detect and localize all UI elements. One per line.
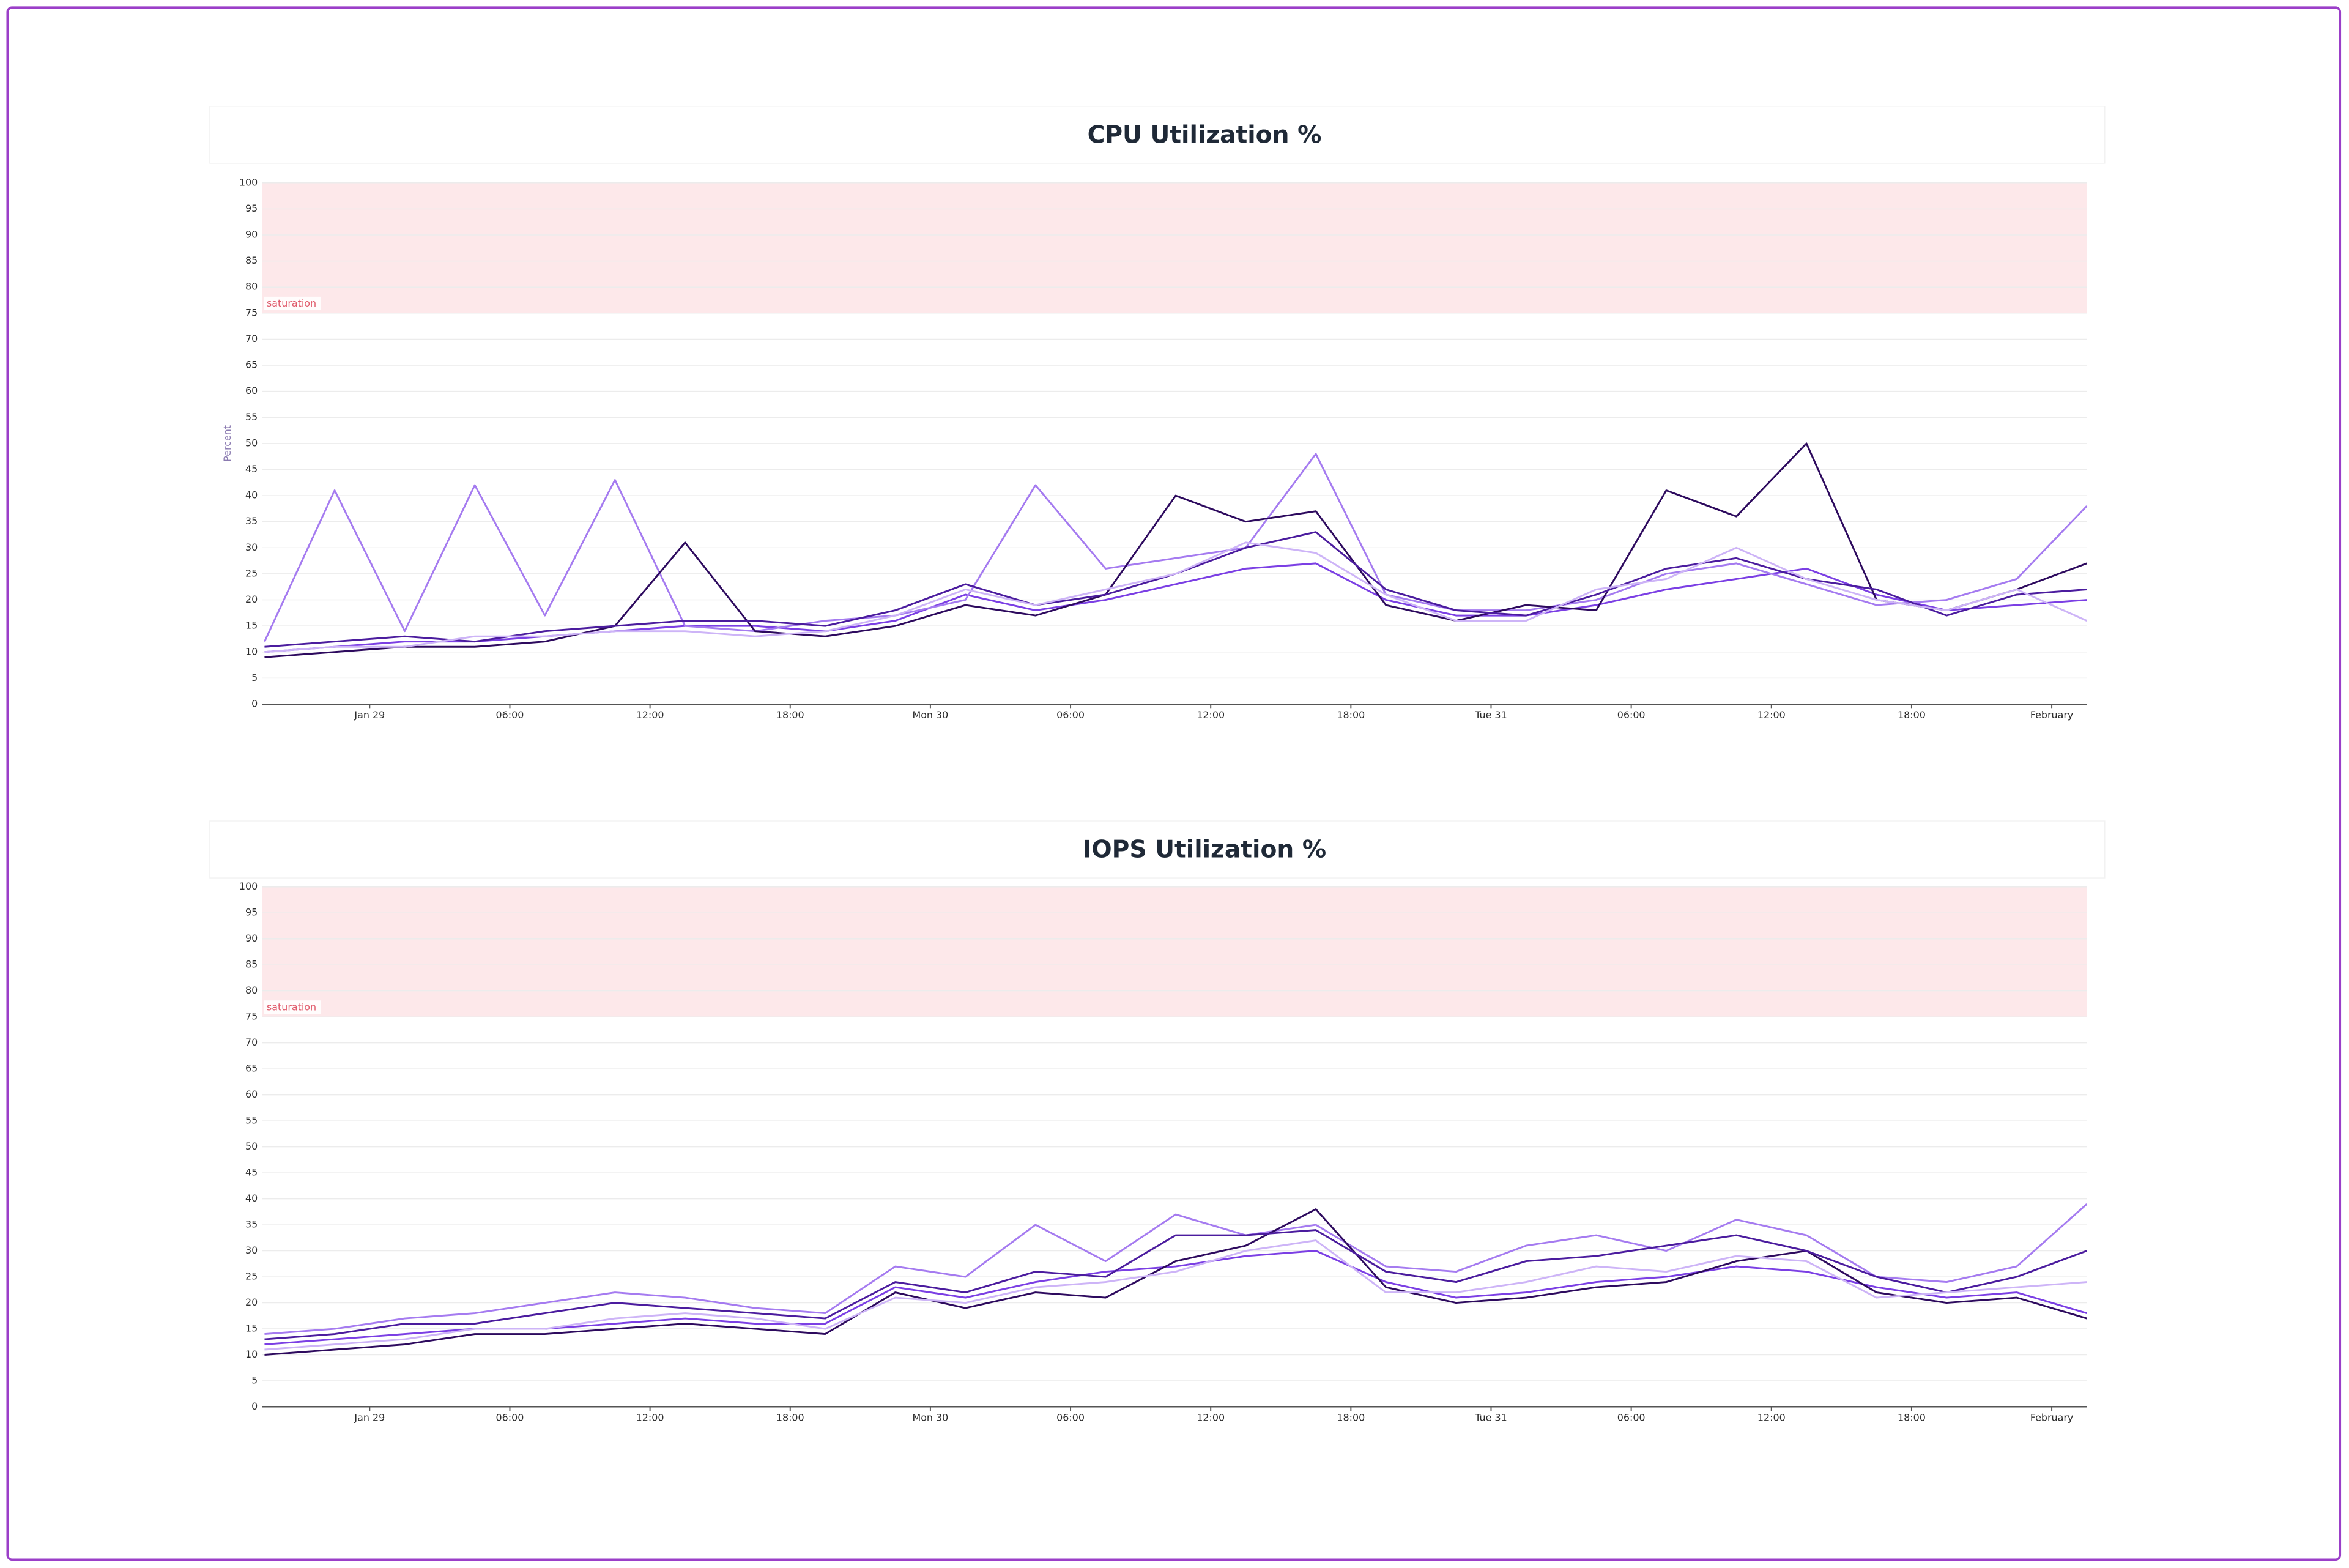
x-tick-label: Mon 30: [912, 1411, 948, 1423]
y-tick-label: 70: [245, 1036, 258, 1048]
x-tick-label: Tue 31: [1474, 709, 1507, 721]
y-tick-label: 30: [245, 541, 258, 553]
x-tick-label: 18:00: [1898, 1411, 1926, 1423]
chart-title: CPU Utilization %: [1088, 121, 1322, 149]
y-tick-label: 80: [245, 281, 258, 292]
x-tick-label: Tue 31: [1474, 1411, 1507, 1423]
x-tick-label: 12:00: [636, 1411, 664, 1423]
y-tick-label: 75: [245, 307, 258, 318]
x-tick-label: 06:00: [496, 709, 524, 721]
y-tick-label: 25: [245, 567, 258, 579]
y-tick-label: 35: [245, 515, 258, 527]
y-tick-label: 0: [251, 1400, 258, 1412]
y-tick-label: 10: [245, 1348, 258, 1360]
y-tick-label: 75: [245, 1011, 258, 1022]
y-tick-label: 40: [245, 489, 258, 501]
y-tick-label: 95: [245, 907, 258, 918]
y-tick-label: 10: [245, 645, 258, 657]
title-bar: [209, 106, 2106, 164]
y-tick-label: 70: [245, 333, 258, 344]
threshold-label-bg: [264, 296, 321, 310]
x-tick-label: Mon 30: [912, 709, 948, 721]
y-tick-label: 55: [245, 1115, 258, 1126]
x-tick-label: 12:00: [1757, 709, 1786, 721]
y-axis-label: Percent: [221, 425, 233, 462]
y-tick-label: 90: [245, 932, 258, 944]
y-tick-label: 15: [245, 620, 258, 631]
y-tick-label: 0: [251, 697, 258, 709]
y-tick-label: 100: [239, 176, 258, 188]
y-tick-label: 50: [245, 1140, 258, 1152]
chart-title: IOPS Utilization %: [1083, 836, 1326, 863]
y-tick-label: 45: [245, 463, 258, 475]
series-line: [264, 531, 2087, 648]
y-tick-label: 90: [245, 228, 258, 240]
x-tick-label: 12:00: [1757, 1411, 1786, 1423]
series-line: [264, 541, 2087, 653]
y-tick-label: 5: [251, 672, 258, 683]
y-tick-label: 95: [245, 203, 258, 214]
series-line: [264, 1239, 2087, 1351]
x-tick-label: Jan 29: [354, 1411, 385, 1423]
y-tick-label: 5: [251, 1375, 258, 1386]
y-tick-label: 60: [245, 385, 258, 396]
x-tick-label: 18:00: [776, 1411, 804, 1423]
frame: [6, 6, 2342, 1561]
x-tick-label: 06:00: [1617, 709, 1646, 721]
y-tick-label: 60: [245, 1088, 258, 1100]
series-line: [264, 1208, 2087, 1356]
threshold-band: [262, 886, 2087, 1017]
y-tick-label: 85: [245, 255, 258, 266]
x-tick-label: 18:00: [1898, 709, 1926, 721]
y-tick-label: 45: [245, 1167, 258, 1178]
x-tick-label: February: [2030, 709, 2073, 721]
y-tick-label: 55: [245, 411, 258, 423]
y-tick-label: 65: [245, 359, 258, 371]
x-tick-label: 06:00: [496, 1411, 524, 1423]
y-tick-label: 35: [245, 1219, 258, 1230]
threshold-label: saturation: [267, 1001, 316, 1013]
y-tick-label: 15: [245, 1323, 258, 1334]
y-tick-label: 50: [245, 437, 258, 448]
x-tick-label: 18:00: [776, 709, 804, 721]
x-tick-label: 06:00: [1617, 1411, 1646, 1423]
y-tick-label: 40: [245, 1192, 258, 1204]
y-tick-label: 65: [245, 1063, 258, 1074]
y-tick-label: 85: [245, 959, 258, 970]
series-line: [264, 1203, 2088, 1335]
y-tick-label: 80: [245, 984, 258, 996]
threshold-label: saturation: [267, 297, 316, 309]
title-bar: [209, 820, 2106, 879]
series-line: [264, 442, 2087, 658]
x-tick-label: February: [2030, 1411, 2073, 1423]
y-tick-label: 25: [245, 1271, 258, 1282]
series-line: [264, 453, 2088, 642]
x-tick-label: 12:00: [1197, 1411, 1225, 1423]
x-tick-label: 12:00: [636, 709, 664, 721]
x-tick-label: 12:00: [1197, 709, 1225, 721]
x-tick-label: 06:00: [1056, 709, 1085, 721]
series-line: [264, 562, 2087, 653]
threshold-band: [262, 182, 2087, 313]
y-tick-label: 100: [239, 880, 258, 892]
series-line: [264, 1250, 2087, 1345]
x-tick-label: Jan 29: [354, 709, 385, 721]
y-tick-label: 20: [245, 593, 258, 605]
series-line: [264, 1229, 2087, 1340]
y-tick-label: 20: [245, 1296, 258, 1308]
x-tick-label: 06:00: [1056, 1411, 1085, 1423]
y-tick-label: 30: [245, 1244, 258, 1256]
threshold-label-bg: [264, 1000, 321, 1014]
x-tick-label: 18:00: [1337, 1411, 1365, 1423]
x-tick-label: 18:00: [1337, 709, 1365, 721]
